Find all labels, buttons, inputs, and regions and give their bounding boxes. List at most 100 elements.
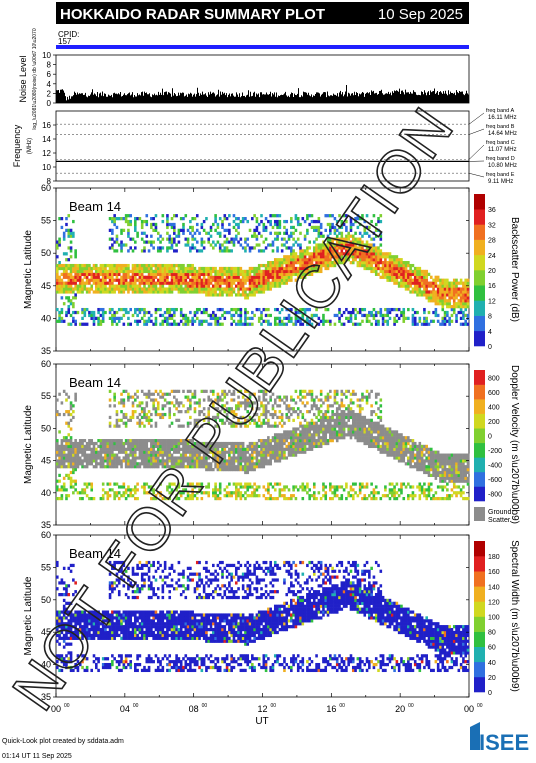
power-cell bbox=[223, 266, 227, 271]
power-cell bbox=[168, 234, 172, 238]
power-cell bbox=[377, 322, 380, 326]
power-cell bbox=[349, 228, 353, 232]
power-cell bbox=[108, 217, 112, 221]
power-cell bbox=[113, 240, 116, 244]
velocity-cell bbox=[234, 459, 238, 463]
velocity-cell bbox=[56, 450, 59, 454]
power-cell bbox=[223, 246, 227, 250]
velocity-cell bbox=[283, 395, 286, 399]
power-cell bbox=[117, 316, 121, 320]
power-cell bbox=[237, 231, 240, 235]
power-cell bbox=[244, 249, 247, 253]
power-cell bbox=[466, 296, 470, 300]
power-cell bbox=[72, 275, 75, 279]
velocity-cell bbox=[131, 462, 135, 466]
velocity-cell bbox=[294, 436, 298, 440]
power-cell bbox=[218, 293, 222, 297]
power-cell bbox=[301, 272, 305, 276]
velocity-cell bbox=[65, 441, 68, 446]
power-cell bbox=[246, 287, 250, 291]
power-cell bbox=[306, 231, 309, 235]
power-cell bbox=[60, 278, 64, 282]
velocity-cell bbox=[115, 418, 119, 422]
power-cell bbox=[294, 307, 298, 312]
power-cell bbox=[365, 252, 369, 256]
power-cell bbox=[365, 243, 369, 247]
velocity-cell bbox=[191, 494, 194, 498]
velocity-cell bbox=[287, 415, 291, 420]
power-cell bbox=[221, 225, 224, 230]
power-cell bbox=[239, 269, 243, 274]
power-cell bbox=[262, 290, 266, 294]
velocity-cell bbox=[319, 410, 323, 414]
power-cell bbox=[294, 269, 298, 274]
velocity-cell bbox=[193, 410, 197, 414]
power-cell bbox=[99, 287, 103, 291]
velocity-cell bbox=[205, 485, 208, 489]
velocity-cell bbox=[283, 453, 286, 457]
velocity-cell bbox=[324, 433, 328, 437]
power-cell bbox=[280, 278, 284, 282]
power-cell bbox=[264, 269, 268, 274]
velocity-cell bbox=[95, 465, 98, 469]
velocity-cell bbox=[154, 465, 158, 469]
power-cell bbox=[138, 284, 142, 288]
power-cell bbox=[92, 275, 96, 279]
velocity-cell bbox=[154, 407, 158, 411]
velocity-cell bbox=[207, 491, 211, 495]
power-cell bbox=[294, 278, 298, 282]
velocity-cell bbox=[191, 392, 194, 396]
velocity-cell bbox=[239, 496, 243, 501]
power-cell bbox=[283, 258, 286, 262]
power-cell bbox=[397, 263, 401, 268]
power-cell bbox=[205, 269, 208, 274]
velocity-cell bbox=[241, 395, 245, 399]
power-cell bbox=[198, 322, 201, 326]
velocity-cell bbox=[170, 491, 174, 495]
power-cell bbox=[97, 322, 100, 326]
power-cell bbox=[122, 266, 126, 271]
velocity-cell bbox=[356, 424, 360, 428]
power-cell bbox=[443, 296, 447, 300]
velocity-cell bbox=[216, 401, 220, 405]
velocity-cell bbox=[335, 488, 339, 492]
velocity-cell bbox=[134, 496, 137, 501]
velocity-cell bbox=[189, 398, 192, 402]
velocity-cell bbox=[67, 441, 71, 446]
velocity-cell bbox=[351, 427, 355, 431]
velocity-cell bbox=[267, 421, 270, 425]
power-cell bbox=[335, 249, 339, 253]
power-cell bbox=[276, 272, 279, 276]
velocity-cell bbox=[186, 441, 190, 446]
power-cell bbox=[390, 275, 394, 279]
velocity-cell bbox=[255, 447, 259, 451]
velocity-cell bbox=[143, 424, 146, 428]
power-cell bbox=[113, 249, 116, 253]
power-cell bbox=[377, 217, 380, 221]
power-cell bbox=[184, 243, 188, 247]
power-cell bbox=[237, 278, 240, 282]
power-cell bbox=[72, 269, 75, 274]
power-cell bbox=[218, 278, 222, 282]
velocity-cell bbox=[312, 444, 316, 449]
velocity-cell bbox=[276, 441, 279, 446]
power-cell bbox=[278, 278, 282, 282]
power-cell bbox=[99, 319, 103, 323]
velocity-cell bbox=[69, 412, 73, 417]
power-cell bbox=[388, 310, 392, 315]
velocity-cell bbox=[296, 439, 300, 443]
power-cell bbox=[404, 263, 408, 268]
power-cell bbox=[117, 272, 121, 276]
power-cell bbox=[239, 307, 243, 312]
velocity-cell bbox=[214, 418, 217, 422]
velocity-cell bbox=[267, 496, 270, 501]
power-cell bbox=[152, 275, 155, 279]
power-cell bbox=[156, 249, 160, 253]
power-cell bbox=[459, 322, 463, 326]
velocity-cell bbox=[127, 444, 130, 449]
power-cell bbox=[145, 263, 149, 268]
velocity-cell bbox=[106, 462, 110, 466]
power-cell bbox=[131, 269, 135, 274]
power-cell bbox=[156, 278, 160, 282]
power-cell bbox=[331, 222, 334, 227]
